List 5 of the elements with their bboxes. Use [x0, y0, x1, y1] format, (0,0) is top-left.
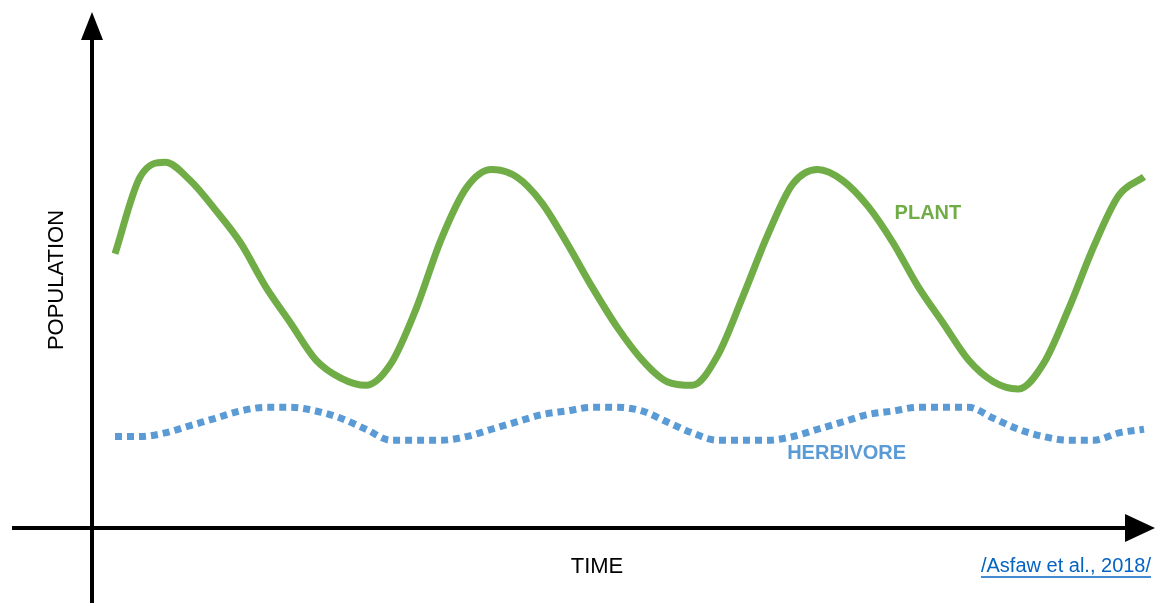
text: /Asfaw et al., 2018/ [980, 553, 1152, 576]
series-label: HERBIVORE [787, 440, 907, 463]
y-axis-title: POPULATION [43, 209, 69, 351]
x-axis-title: TIME [570, 553, 624, 579]
series-label: PLANT [894, 201, 962, 223]
